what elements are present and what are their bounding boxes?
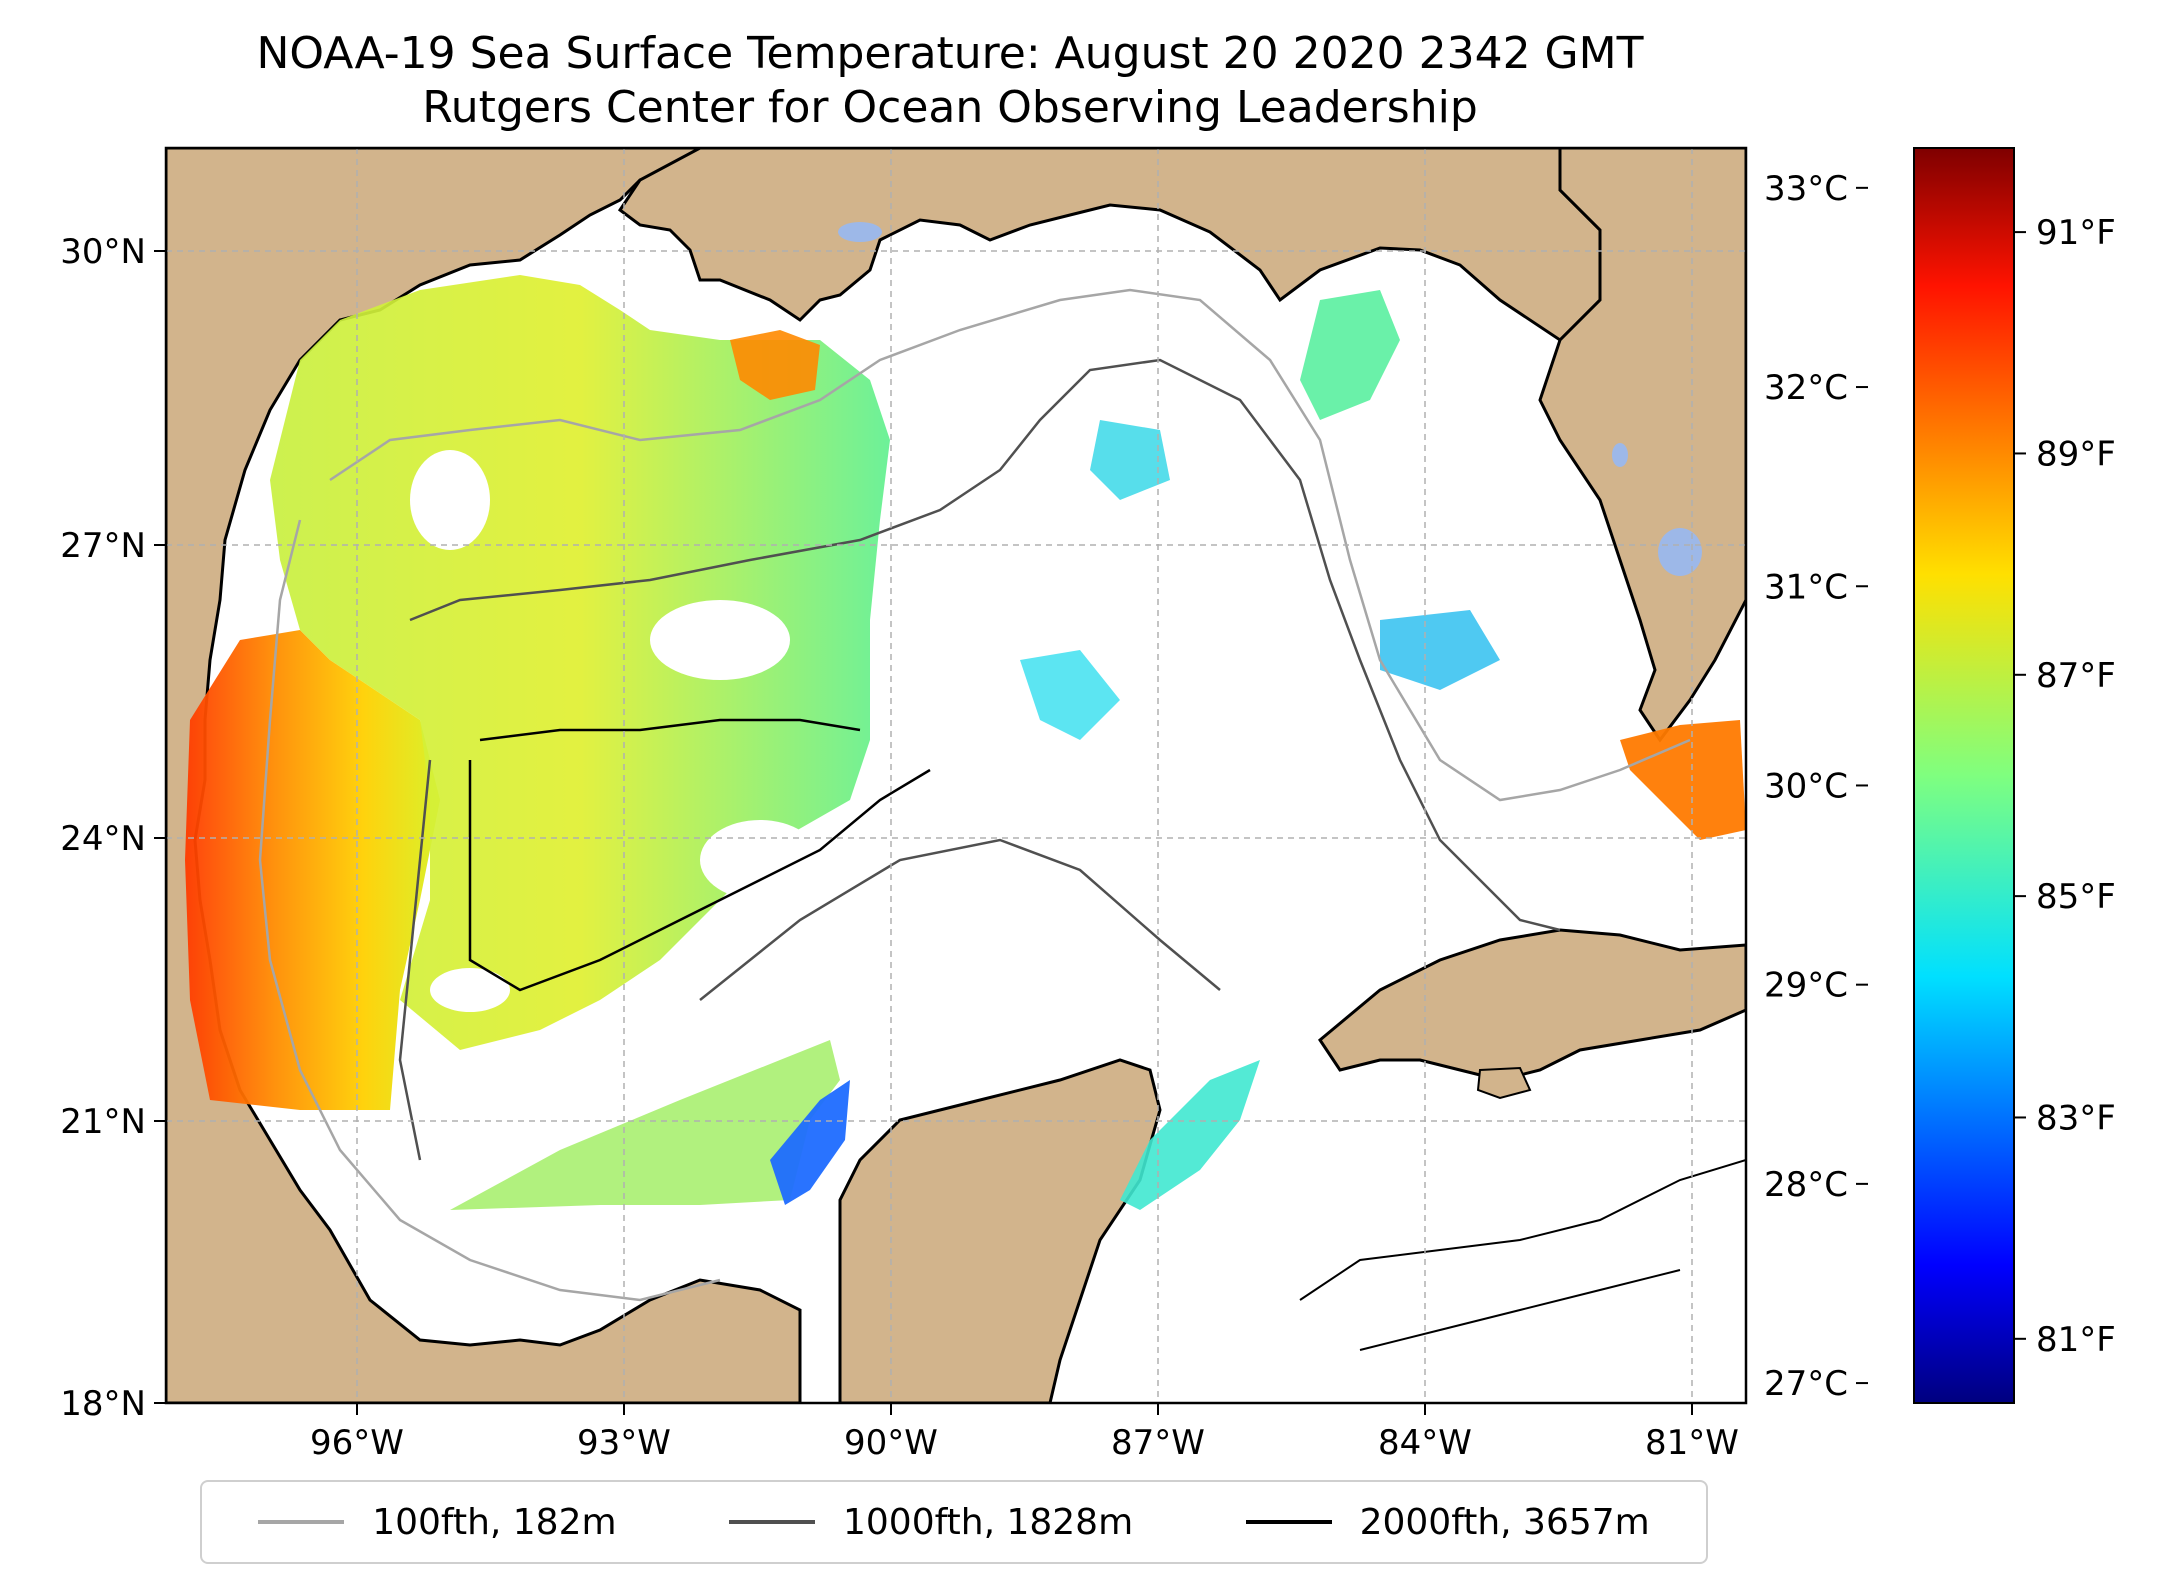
title-line-2: Rutgers Center for Ocean Observing Leade…: [422, 82, 1478, 133]
colorbar-fahrenheit-tick: 89°F: [2036, 434, 2116, 474]
land-isle-of-youth: [1476, 1066, 1532, 1100]
land-yucatan: [838, 1058, 1162, 1403]
legend-item-2000fth: 2000fth, 3657m: [1245, 1501, 1650, 1543]
lon-tick-87: 87°W: [1111, 1423, 1205, 1463]
lat-tick-27: 27°N: [60, 526, 146, 566]
lon-tick-96: 96°W: [310, 1423, 404, 1463]
colorbar-fahrenheit-tick: 81°F: [2036, 1320, 2116, 1360]
sst-east-patch-3: [1020, 650, 1120, 740]
colorbar-celsius-tick: 33°C: [1764, 169, 1848, 209]
legend-label-1000fth: 1000fth, 1828m: [842, 1501, 1134, 1543]
colorbar-fahrenheit-tick: 83°F: [2036, 1098, 2116, 1138]
legend-item-1000fth: 1000fth, 1828m: [728, 1501, 1134, 1543]
cloud-gap-3: [700, 820, 820, 900]
lat-tick-30: 30°N: [60, 232, 146, 272]
colorbar-celsius-tick: 31°C: [1764, 567, 1848, 607]
sst-east-patch-1: [1300, 290, 1400, 420]
lake-pontchartrain: [838, 222, 882, 242]
contour-caribbean: [1299, 1159, 1746, 1351]
legend-line-2000fth: [1245, 1520, 1332, 1524]
map-frame: [164, 146, 1748, 1405]
colorbar-fahrenheit-tick: 91°F: [2036, 213, 2116, 253]
lon-tick-93: 93°W: [577, 1423, 671, 1463]
lake-okeechobee: [1658, 528, 1702, 576]
colorbar-celsius-tick: 30°C: [1764, 766, 1848, 806]
gridlines: [166, 148, 1746, 1403]
sst-east-patch-2: [1090, 420, 1170, 500]
legend-item-100fth: 100fth, 182m: [258, 1501, 617, 1543]
legend: 100fth, 182m 1000fth, 1828m 2000fth, 365…: [200, 1480, 1708, 1564]
sst-west-band: [185, 630, 440, 1110]
lon-tick-84: 84°W: [1378, 1423, 1472, 1463]
cloud-gap-1: [650, 600, 790, 680]
sst-warm-nw: [730, 330, 820, 400]
sst-cool-patch: [770, 1080, 850, 1205]
colorbar-celsius-tick: 32°C: [1764, 368, 1848, 408]
cloud-gap-4: [430, 968, 510, 1012]
lon-tick-81: 81°W: [1645, 1423, 1739, 1463]
sst-east-patch-4: [1380, 610, 1500, 690]
sst-florida-warm: [1620, 720, 1746, 840]
legend-label-100fth: 100fth, 182m: [372, 1501, 617, 1543]
colorbar-fahrenheit-tick: 85°F: [2036, 877, 2116, 917]
colorbar-celsius-tick: 27°C: [1764, 1364, 1848, 1404]
land-florida: [1538, 148, 1746, 743]
legend-line-100fth: [258, 1520, 345, 1524]
legend-line-1000fth: [728, 1520, 815, 1524]
lon-tick-90: 90°W: [844, 1423, 938, 1463]
title-line-1: NOAA-19 Sea Surface Temperature: August …: [256, 28, 1644, 79]
land-cuba: [1318, 928, 1746, 1082]
lat-tick-21: 21°N: [60, 1102, 146, 1142]
colorbar: [1913, 147, 2015, 1404]
contour-1000fth: [398, 358, 1561, 1161]
cloud-gap-2: [410, 450, 490, 550]
lat-tick-18: 18°N: [60, 1384, 146, 1424]
colorbar-celsius-tick: 29°C: [1764, 966, 1848, 1006]
sst-yucatan-channel: [1120, 1060, 1260, 1210]
colorbar-fahrenheit-tick: 87°F: [2036, 656, 2116, 696]
contour-2000fth: [468, 718, 931, 992]
lat-tick-24: 24°N: [60, 819, 146, 859]
lake-florida: [1612, 443, 1628, 467]
colorbar-celsius-tick: 28°C: [1764, 1165, 1848, 1205]
legend-label-2000fth: 2000fth, 3657m: [1359, 1501, 1650, 1543]
sst-south-band: [450, 1040, 840, 1210]
contour-100fth: [258, 288, 1691, 1302]
land-louisiana-alabama: [617, 148, 1602, 342]
